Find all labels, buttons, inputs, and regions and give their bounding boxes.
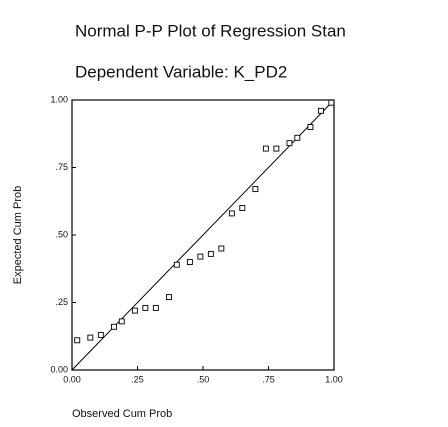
y-tick-label: 1.00 [50, 94, 68, 104]
point [87, 334, 94, 341]
chart-subtitle: Dependent Variable: K_PD2 [75, 62, 287, 81]
x-tick-label: .25 [131, 374, 144, 384]
chart-title: Normal P-P Plot of Regression Stan [75, 21, 346, 40]
point [286, 140, 293, 147]
y-tick-label: 0.00 [50, 364, 68, 374]
point [252, 186, 259, 193]
point [294, 134, 301, 141]
point [307, 124, 314, 130]
point [97, 331, 104, 338]
point [131, 307, 138, 314]
y-tick-label: .25 [55, 297, 68, 307]
x-axis-label: Observed Cum Prob [72, 408, 172, 420]
point [74, 337, 81, 344]
x-tick-label: .75 [262, 374, 275, 384]
point [239, 205, 246, 211]
point [273, 145, 280, 152]
point [142, 304, 149, 311]
y-axis-label: Expected Cum Prob [12, 186, 24, 284]
point [118, 318, 125, 325]
point [218, 245, 225, 252]
point [173, 261, 180, 268]
point [317, 107, 324, 114]
point [328, 99, 335, 106]
x-tick-label: 1.00 [325, 374, 343, 384]
point [110, 323, 117, 330]
point [197, 253, 204, 260]
point [207, 250, 214, 257]
y-tick-label: .50 [55, 229, 68, 239]
y-tick-label: .75 [55, 162, 68, 172]
point [165, 294, 172, 301]
point [152, 304, 159, 311]
point [228, 210, 235, 217]
x-tick-label: 0.00 [63, 374, 81, 384]
point [186, 259, 193, 265]
x-tick-label: .50 [197, 374, 210, 384]
point [262, 145, 269, 152]
